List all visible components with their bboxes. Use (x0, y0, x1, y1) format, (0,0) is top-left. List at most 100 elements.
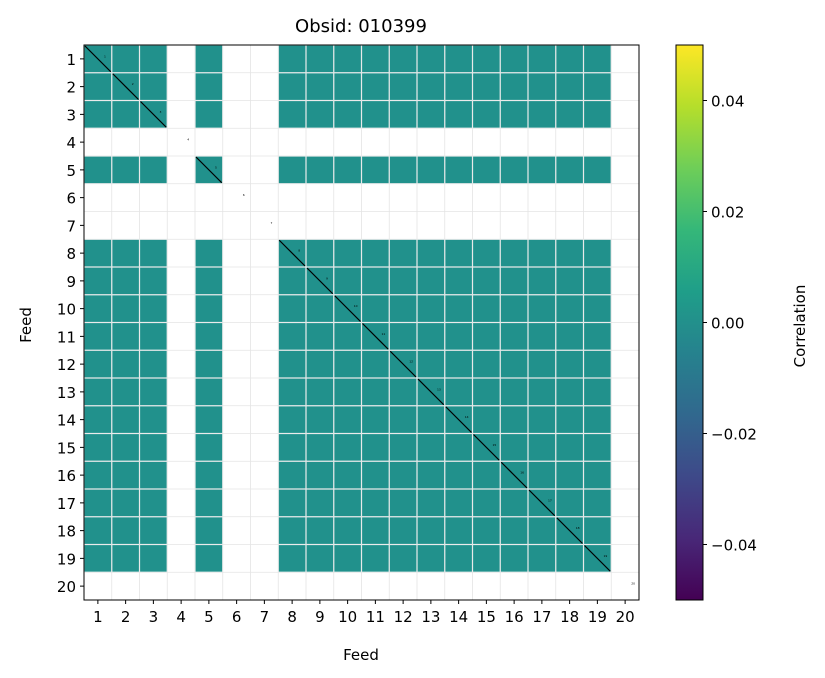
heatmap-cell-2-15 (473, 73, 500, 100)
heatmap-cell-17-12 (389, 489, 417, 517)
x-tick-label-18: 18 (560, 608, 579, 626)
heatmap-cell-18-19 (584, 517, 611, 544)
heatmap-cell-2-8 (278, 73, 306, 100)
heatmap-cell-11-8 (278, 323, 306, 350)
heatmap-cell-9-13 (417, 267, 445, 295)
heatmap-cell-11-9 (306, 323, 334, 350)
heatmap-cell-19-10 (334, 545, 361, 572)
heatmap-cell-15-3 (140, 434, 167, 461)
diagonal-line-18 (556, 517, 583, 544)
heatmap-cell-19-9 (306, 545, 334, 572)
heatmap-cell-5-17 (528, 156, 556, 184)
heatmap-cell-8-1 (84, 239, 112, 267)
heatmap-cell-12-11 (362, 350, 389, 378)
heatmap-cell-14-19 (584, 406, 611, 433)
x-tick-label-16: 16 (505, 608, 524, 626)
x-tick-label-20: 20 (616, 608, 635, 626)
x-tick-label-1: 1 (93, 608, 103, 626)
heatmap-cells (84, 45, 611, 572)
heatmap-cell-2-3 (140, 73, 167, 100)
heatmap-cell-5-16 (500, 156, 528, 184)
x-tick-label-13: 13 (421, 608, 440, 626)
heatmap-cell-15-12 (389, 434, 417, 461)
x-axis-label: Feed (343, 646, 379, 664)
colorbar-tick-label: −0.02 (711, 426, 757, 444)
heatmap-cell-19-14 (445, 545, 472, 572)
plot-area: 1234567891011121314151617181920112233445… (57, 44, 640, 626)
heatmap-cell-11-17 (528, 323, 556, 350)
heatmap-cell-5-18 (556, 156, 583, 184)
heatmap-cell-11-16 (500, 323, 528, 350)
heatmap-cell-17-8 (278, 489, 306, 517)
x-tick-label-11: 11 (366, 608, 385, 626)
heatmap-cell-2-10 (334, 73, 361, 100)
heatmap-cell-5-8 (278, 156, 306, 184)
diagonal-line-10 (334, 295, 361, 322)
y-tick-label-11: 11 (57, 328, 76, 346)
heatmap-cell-18-2 (112, 517, 139, 544)
heatmap-cell-2-19 (584, 73, 611, 100)
heatmap-cell-19-18 (556, 545, 583, 572)
heatmap-cell-11-1 (84, 323, 112, 350)
heatmap-cell-2-12 (389, 73, 417, 100)
diagonal-label-10: 10 (354, 304, 358, 308)
heatmap-cell-13-15 (473, 378, 500, 406)
x-tick-label-14: 14 (449, 608, 468, 626)
heatmap-cell-14-1 (84, 406, 112, 433)
x-tick-label-15: 15 (477, 608, 496, 626)
heatmap-cell-18-9 (306, 517, 334, 544)
diagonal-line-2 (112, 73, 139, 100)
heatmap-cell-1-5 (195, 45, 223, 73)
heatmap-cell-10-14 (445, 295, 472, 322)
heatmap-cell-8-12 (389, 239, 417, 267)
heatmap-cell-19-1 (84, 545, 112, 572)
diagonal-line-17 (528, 489, 556, 517)
heatmap-cell-1-14 (445, 45, 472, 73)
heatmap-cell-13-14 (445, 378, 472, 406)
heatmap-cell-18-14 (445, 517, 472, 544)
heatmap-cell-17-18 (556, 489, 583, 517)
heatmap-cell-12-9 (306, 350, 334, 378)
heatmap-cell-18-13 (417, 517, 445, 544)
heatmap-cell-16-17 (528, 461, 556, 489)
heatmap-cell-13-1 (84, 378, 112, 406)
heatmap-cell-13-11 (362, 378, 389, 406)
diagonal-line-8 (278, 239, 306, 267)
heatmap-cell-10-16 (500, 295, 528, 322)
heatmap-cell-8-11 (362, 239, 389, 267)
heatmap-cell-13-2 (112, 378, 139, 406)
heatmap-cell-13-8 (278, 378, 306, 406)
heatmap-cell-2-11 (362, 73, 389, 100)
y-tick-label-10: 10 (57, 301, 76, 319)
heatmap-cell-8-15 (473, 239, 500, 267)
heatmap-cell-16-3 (140, 461, 167, 489)
heatmap-cell-15-10 (334, 434, 361, 461)
heatmap-cell-13-10 (334, 378, 361, 406)
diagonal-line-13 (417, 378, 445, 406)
colorbar-label: Correlation (791, 285, 809, 368)
heatmap-cell-16-9 (306, 461, 334, 489)
x-tick-label-7: 7 (260, 608, 270, 626)
heatmap-cell-1-13 (417, 45, 445, 73)
diagonal-label-7: 7 (270, 221, 272, 225)
axis-ticks: 1122334455667788991010111112121313141415… (57, 51, 635, 626)
heatmap-cell-1-16 (500, 45, 528, 73)
heatmap-cell-14-15 (473, 406, 500, 433)
y-tick-label-20: 20 (57, 578, 76, 596)
heatmap-cell-13-19 (584, 378, 611, 406)
heatmap-cell-13-3 (140, 378, 167, 406)
heatmap-cell-1-12 (389, 45, 417, 73)
heatmap-cell-10-15 (473, 295, 500, 322)
heatmap-cell-10-19 (584, 295, 611, 322)
heatmap-cell-9-5 (195, 267, 223, 295)
diagonal-label-9: 9 (326, 276, 328, 280)
diagonal-label-16: 16 (520, 471, 524, 475)
x-tick-label-9: 9 (315, 608, 325, 626)
y-tick-label-8: 8 (66, 245, 76, 263)
heatmap-cell-14-11 (362, 406, 389, 433)
heatmap-cell-19-12 (389, 545, 417, 572)
heatmap-cell-11-13 (417, 323, 445, 350)
heatmap-cell-18-8 (278, 517, 306, 544)
heatmap-cell-9-14 (445, 267, 472, 295)
